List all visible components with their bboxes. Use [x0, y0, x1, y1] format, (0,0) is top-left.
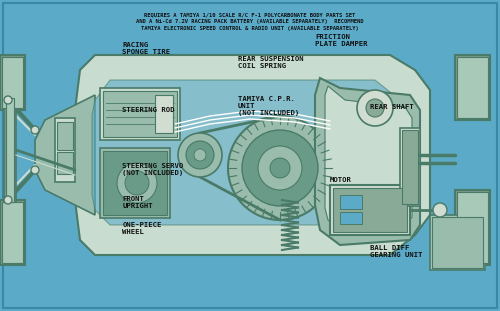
Polygon shape [35, 95, 95, 215]
Bar [340, 212, 362, 224]
Circle shape [357, 90, 393, 126]
Text: MOTOR: MOTOR [330, 177, 352, 183]
Text: RACING
SPONGE TIRE: RACING SPONGE TIRE [122, 42, 170, 55]
Text: REQUIRES A TAMIYA 1/10 SCALE R/C F-1 POLYCARBONATE BODY PARTS SET
AND A Ni-Cd 7.: REQUIRES A TAMIYA 1/10 SCALE R/C F-1 POL… [136, 12, 364, 31]
Circle shape [117, 163, 157, 203]
Text: BALL DIFF
GEARING UNIT: BALL DIFF GEARING UNIT [370, 245, 422, 258]
Text: STEERING SERVO
(NOT INCLUDED): STEERING SERVO (NOT INCLUDED) [122, 163, 184, 176]
Circle shape [366, 99, 384, 117]
Polygon shape [92, 80, 405, 225]
Polygon shape [0, 55, 25, 110]
Circle shape [258, 146, 302, 190]
Bar [57, 122, 73, 150]
Circle shape [194, 149, 206, 161]
Bar [103, 91, 177, 137]
Bar [4, 95, 16, 205]
Bar [103, 151, 167, 215]
Polygon shape [457, 192, 488, 263]
Bar [155, 95, 173, 133]
Bar [430, 215, 485, 270]
Bar [55, 118, 75, 182]
Circle shape [242, 130, 318, 206]
Polygon shape [457, 57, 488, 118]
Circle shape [270, 158, 290, 178]
Text: FRICTION
PLATE DAMPER: FRICTION PLATE DAMPER [315, 34, 368, 47]
Circle shape [31, 126, 39, 134]
Text: STEERING ROD: STEERING ROD [122, 107, 175, 114]
Polygon shape [455, 55, 490, 120]
Bar [6, 98, 14, 202]
Polygon shape [75, 55, 430, 255]
Text: FRONT
UPRIGHT: FRONT UPRIGHT [122, 196, 153, 209]
Bar [402, 130, 418, 204]
Text: REAR SUSPENSION
COIL SPRING: REAR SUSPENSION COIL SPRING [238, 56, 303, 69]
Bar [340, 195, 362, 209]
Circle shape [228, 116, 332, 220]
Polygon shape [2, 202, 23, 263]
Bar [100, 88, 180, 140]
Polygon shape [0, 200, 25, 265]
Circle shape [125, 171, 149, 195]
Circle shape [178, 133, 222, 177]
Circle shape [186, 141, 214, 169]
Bar [432, 217, 483, 268]
Bar [400, 128, 420, 206]
Bar [100, 148, 170, 218]
Text: TAMIYA C.P.R.
UNIT
(NOT INCLUDED): TAMIYA C.P.R. UNIT (NOT INCLUDED) [238, 96, 299, 116]
Bar [57, 152, 73, 174]
Circle shape [4, 96, 12, 104]
Text: ONE-PIECE
WHEEL: ONE-PIECE WHEEL [122, 222, 162, 235]
Polygon shape [315, 78, 420, 245]
Circle shape [433, 203, 447, 217]
Text: REAR SHAFT: REAR SHAFT [370, 104, 414, 110]
Bar [333, 188, 407, 232]
Circle shape [4, 196, 12, 204]
Bar [330, 185, 410, 235]
Polygon shape [325, 86, 412, 233]
Circle shape [31, 166, 39, 174]
Polygon shape [2, 57, 23, 108]
Polygon shape [455, 190, 490, 265]
